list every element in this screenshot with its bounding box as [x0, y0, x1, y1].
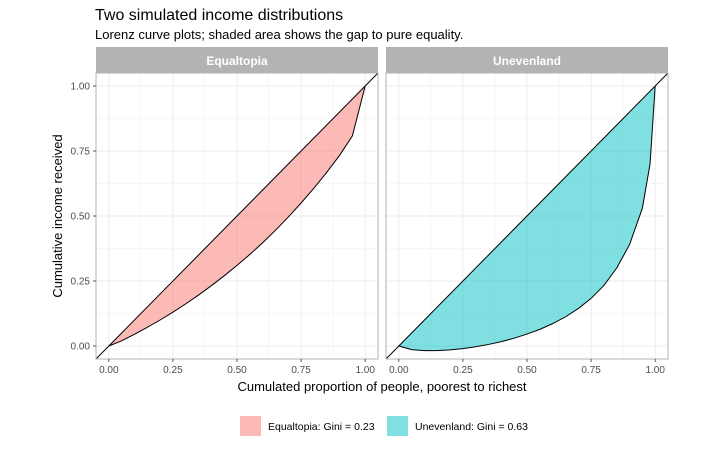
legend-swatch — [387, 416, 408, 436]
equality-line — [386, 73, 668, 359]
y-axis-title: Cumulative income received — [50, 134, 65, 297]
y-tick-label: 0.25 — [71, 277, 91, 288]
x-tick-label: 0.00 — [389, 365, 409, 376]
chart-subtitle: Lorenz curve plots; shaded area shows th… — [95, 27, 463, 42]
legend-item-equaltopia: Equaltopia: Gini = 0.23 — [240, 416, 375, 436]
x-tick-label: 1.00 — [645, 365, 665, 376]
inequality-area — [398, 86, 656, 351]
lorenz-curve — [108, 85, 366, 347]
x-tick-label: 0.50 — [517, 365, 537, 376]
facet-panel-unevenland: Unevenland 0.00 0.25 0.50 0.75 1.00 — [385, 47, 669, 376]
y-tick-label: 0.75 — [71, 147, 91, 158]
y-tick-label: 0.00 — [71, 342, 91, 353]
legend-label: Unevenland: Gini = 0.63 — [415, 421, 528, 433]
x-tick-label: 0.00 — [99, 365, 119, 376]
lorenz-curve — [398, 85, 656, 352]
facet-strip — [96, 47, 378, 73]
facet-strip-label: Unevenland — [493, 54, 561, 68]
x-tick-label: 0.75 — [581, 365, 601, 376]
y-tick-label: 1.00 — [71, 82, 91, 93]
x-tick-label: 0.75 — [291, 365, 311, 376]
legend-item-unevenland: Unevenland: Gini = 0.63 — [387, 416, 528, 436]
equality-line — [96, 73, 378, 359]
x-tick-label: 0.25 — [453, 365, 473, 376]
facet-strip-label: Equaltopia — [206, 54, 268, 68]
facet-panel-equaltopia: Equaltopia 0.00 0.25 0.50 0.75 1.00 0.00 0.25 0.… — [71, 47, 379, 376]
x-axis-title: Cumulated proportion of people, poorest … — [237, 379, 526, 394]
x-tick-label: 1.00 — [355, 365, 375, 376]
x-tick-label: 0.50 — [227, 365, 247, 376]
x-tick-label: 0.25 — [163, 365, 183, 376]
legend-swatch — [240, 416, 261, 436]
legend: Equaltopia: Gini = 0.23 Unevenland: Gini … — [240, 416, 528, 436]
facet-strip — [386, 47, 668, 73]
facet-panels: Equaltopia 0.00 0.25 0.50 0.75 1.00 0.00 0.25 0.… — [71, 47, 669, 376]
chart-title: Two simulated income distributions — [95, 7, 343, 24]
y-tick-label: 0.50 — [71, 212, 91, 223]
legend-label: Equaltopia: Gini = 0.23 — [268, 421, 375, 433]
